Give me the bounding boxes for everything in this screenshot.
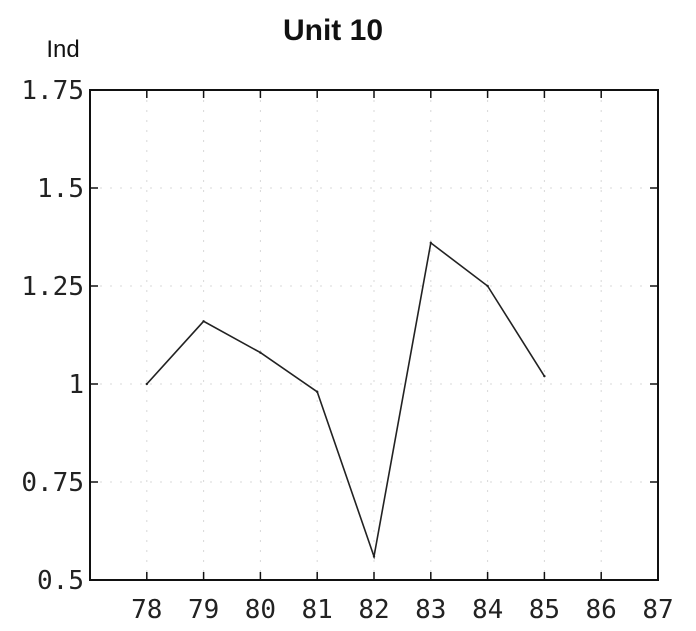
y-tick-label-3: 1.25: [21, 272, 84, 302]
y-tick-label-4: 1.5: [37, 174, 84, 204]
x-tick-label-2: 80: [245, 595, 276, 625]
x-tick-label-3: 81: [302, 595, 333, 625]
data-point-0-4: [372, 555, 376, 558]
x-tick-label-8: 86: [586, 595, 617, 625]
data-point-0-5: [429, 241, 432, 245]
series-line-0: [146, 241, 546, 560]
y-tick-label-2: 1: [68, 370, 84, 400]
chart-title: Unit 10: [283, 14, 383, 47]
series-group: [145, 241, 546, 560]
data-point-0-2: [259, 351, 262, 354]
x-tick-label-6: 84: [472, 595, 503, 625]
data-point-0-0: [145, 382, 148, 386]
data-point-0-7: [543, 374, 546, 378]
x-tick-label-1: 79: [188, 595, 219, 625]
x-tick-label-0: 78: [131, 595, 162, 625]
x-tick-label-9: 87: [642, 595, 673, 625]
data-point-0-3: [316, 390, 319, 394]
x-tick-label-5: 83: [415, 595, 446, 625]
y-axis-label: Ind: [46, 36, 79, 63]
y-tick-label-1: 0.75: [21, 468, 84, 498]
plot-frame: [89, 89, 659, 581]
y-tick-label-5: 1.75: [21, 76, 84, 106]
x-axis: 78 79 80 81 82 83 84 85 86 87: [131, 90, 674, 625]
x-tick-label-7: 85: [529, 595, 560, 625]
data-point-0-6: [486, 284, 489, 288]
x-tick-label-4: 82: [358, 595, 389, 625]
y-tick-label-0: 0.5: [37, 566, 84, 596]
data-point-0-1: [202, 320, 205, 323]
y-axis: 0.5 0.75 1 1.25 1.5 1.75: [21, 76, 658, 596]
grid-lines: [90, 90, 658, 580]
